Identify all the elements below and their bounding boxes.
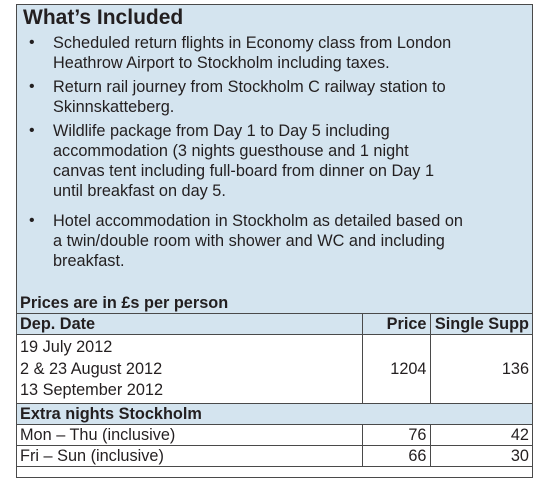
extra-row-label: Mon – Thu (inclusive) [17, 423, 363, 446]
whats-included-section: What’s Included • Scheduled return fligh… [17, 5, 532, 294]
tour-info-card: What’s Included • Scheduled return fligh… [16, 4, 533, 478]
extra-row-price: 66 [361, 444, 431, 467]
list-item: • Hotel accommodation in Stockholm as de… [29, 212, 463, 270]
col-header-price: Price [361, 313, 431, 335]
price-table: Prices are in £s per person Dep. Date Pr… [17, 293, 532, 467]
bullet-icon: • [29, 122, 35, 139]
extra-row-single: 30 [429, 444, 532, 467]
list-item: • Scheduled return flights in Economy cl… [29, 34, 452, 72]
table-row: Extra nights Stockholm [17, 402, 532, 425]
departure-dates: 19 July 2012 2 & 23 August 2012 13 Septe… [17, 334, 363, 404]
bullet-icon: • [29, 212, 35, 229]
extra-row-single: 42 [429, 423, 532, 446]
extra-nights-heading: Extra nights Stockholm [17, 402, 532, 425]
bullet-icon: • [29, 34, 35, 51]
col-header-single: Single Supp [429, 313, 532, 335]
table-row: Prices are in £s per person [17, 293, 532, 314]
section-title: What’s Included [23, 6, 184, 29]
col-header-date: Dep. Date [17, 313, 363, 335]
prices-heading: Prices are in £s per person [17, 293, 532, 314]
list-item: • Wildlife package from Day 1 to Day 5 i… [29, 122, 435, 200]
list-item: • Return rail journey from Stockholm C r… [29, 78, 446, 116]
table-row: Mon – Thu (inclusive) 76 42 [17, 423, 532, 446]
table-row: 19 July 2012 2 & 23 August 2012 13 Septe… [17, 334, 532, 404]
price-value: 1204 [361, 334, 431, 404]
single-supp-value: 136 [429, 334, 532, 404]
extra-row-price: 76 [361, 423, 431, 446]
extra-row-label: Fri – Sun (inclusive) [17, 444, 363, 467]
table-header-row: Dep. Date Price Single Supp [17, 313, 532, 335]
table-row: Fri – Sun (inclusive) 66 30 [17, 444, 532, 467]
included-list: • Scheduled return flights in Economy cl… [17, 33, 532, 271]
bullet-icon: • [29, 78, 35, 95]
